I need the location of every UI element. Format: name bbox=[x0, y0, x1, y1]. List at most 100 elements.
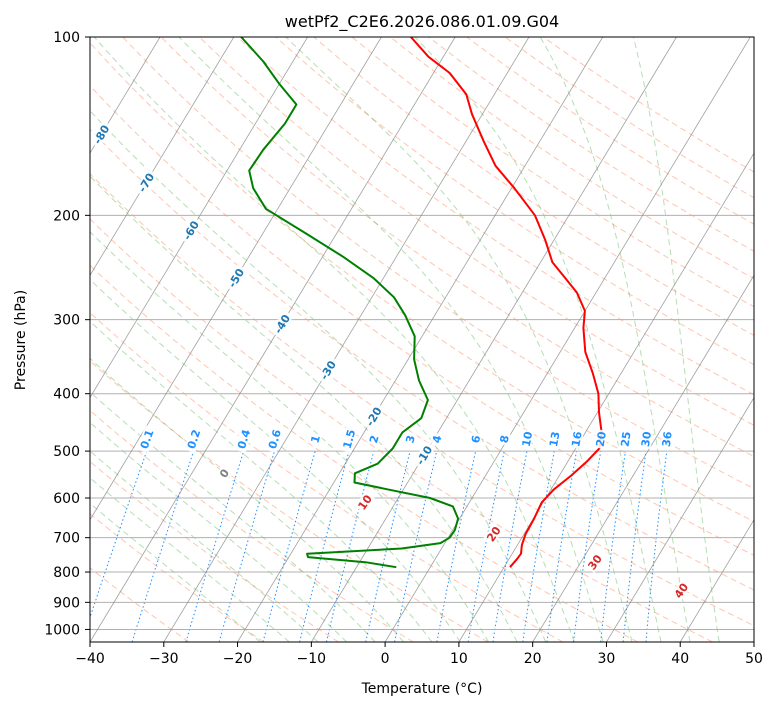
line-label: 1.5 bbox=[341, 428, 359, 450]
line-label: 6 bbox=[469, 434, 483, 445]
x-tick-label: 40 bbox=[671, 651, 689, 667]
dry-adiabat-line bbox=[389, 37, 754, 280]
x-tick-label: −40 bbox=[75, 651, 105, 667]
mixing-ratio-line bbox=[645, 451, 668, 642]
mixing-ratio-line bbox=[573, 451, 602, 642]
moist-adiabat-line bbox=[414, 37, 662, 642]
y-tick-label: 300 bbox=[53, 313, 80, 329]
y-tick-label: 700 bbox=[53, 531, 80, 547]
mixing-ratio-line bbox=[131, 450, 195, 642]
line-label: -90 bbox=[45, 76, 67, 100]
x-tick-label: 20 bbox=[524, 651, 542, 667]
line-label: 3 bbox=[403, 434, 417, 445]
dry-adiabat-line bbox=[351, 37, 754, 308]
x-tick-label: 0 bbox=[381, 651, 390, 667]
x-tick-label: 30 bbox=[598, 651, 616, 667]
x-tick-label: −20 bbox=[223, 651, 253, 667]
dry-adiabat-line bbox=[504, 37, 754, 199]
isotherms bbox=[0, 37, 754, 642]
dry-adiabat-line bbox=[542, 37, 754, 173]
isotherm-line bbox=[606, 396, 754, 642]
y-axis-label: Pressure (hPa) bbox=[13, 290, 29, 390]
x-axis-label: Temperature (°C) bbox=[361, 681, 483, 697]
line-label: 10 bbox=[520, 430, 536, 448]
moist-adiabat-line bbox=[90, 109, 547, 642]
dry-adiabat-line bbox=[90, 218, 713, 642]
plot-area: -100-90-80-70-60-50-40-30-20-100.1 0.2 0.4… bbox=[0, 32, 754, 642]
isotherm-line bbox=[90, 37, 235, 277]
x-tick-label: −10 bbox=[297, 651, 327, 667]
line-label: 36 bbox=[660, 430, 675, 447]
moist-adiabat-line bbox=[93, 37, 575, 642]
pressure-gridlines bbox=[90, 37, 754, 630]
dry-adiabat-line bbox=[90, 264, 639, 642]
mixing-ratio-line bbox=[262, 450, 316, 642]
dry-adiabat-line bbox=[160, 37, 754, 458]
mixing-ratio-line bbox=[325, 450, 375, 642]
moist-adiabat-line bbox=[90, 421, 348, 642]
y-tick-label: 600 bbox=[53, 491, 80, 507]
line-label: 0.2 bbox=[185, 428, 203, 451]
moist-adiabat-line bbox=[90, 175, 518, 642]
isotherm-line bbox=[310, 37, 677, 642]
dry-adiabat-line bbox=[90, 460, 339, 642]
y-tick-label: 1000 bbox=[44, 622, 80, 638]
moist-adiabat-line bbox=[539, 37, 691, 642]
moist-adiabat-line bbox=[285, 37, 633, 642]
line-label: 20 bbox=[594, 430, 609, 448]
dry-adiabat-line bbox=[466, 37, 754, 225]
dry-adiabat-line bbox=[198, 37, 754, 426]
isotherm-line bbox=[384, 37, 751, 642]
dry-adiabat-line bbox=[237, 37, 754, 396]
isotherm-line bbox=[163, 37, 530, 642]
line-label: 0.4 bbox=[235, 428, 253, 451]
mixing-ratio-line bbox=[185, 450, 245, 642]
isotherm-line bbox=[90, 37, 456, 642]
line-label: 4 bbox=[430, 434, 444, 445]
dry-adiabat-line bbox=[122, 37, 754, 490]
dry-adiabat-line bbox=[313, 37, 754, 336]
isotherm-line bbox=[0, 37, 13, 642]
moist-adiabat-line bbox=[90, 278, 461, 642]
mixing-ratio-line bbox=[218, 450, 275, 642]
line-label: 30 bbox=[639, 430, 654, 447]
dry-adiabats bbox=[90, 37, 754, 642]
line-label: 2 bbox=[367, 434, 382, 445]
x-axis: −40 −30 −20 −10 0 10 20 30 40 50 bbox=[75, 642, 763, 667]
x-tick-label: −30 bbox=[149, 651, 179, 667]
dry-adiabat-line bbox=[90, 42, 754, 523]
plot-frame bbox=[89, 36, 755, 643]
dry-adiabat-line bbox=[90, 173, 754, 627]
isotherm-line bbox=[90, 37, 308, 399]
dry-adiabat-line bbox=[90, 128, 754, 591]
y-tick-label: 200 bbox=[53, 208, 80, 224]
moist-adiabat-line bbox=[90, 450, 319, 642]
mixing-ratio-line bbox=[622, 451, 647, 642]
line-label: 25 bbox=[618, 431, 633, 448]
moist-adiabat-line bbox=[90, 477, 290, 642]
x-tick-label: 10 bbox=[450, 651, 468, 667]
isotherm-line bbox=[679, 519, 754, 642]
x-tick-label: 50 bbox=[745, 651, 763, 667]
moist-adiabat-line bbox=[90, 391, 376, 642]
line-label: 0.1 bbox=[138, 428, 157, 451]
y-tick-label: 900 bbox=[53, 595, 80, 611]
line-label: 8 bbox=[498, 434, 512, 444]
mixing-ratio-line bbox=[299, 450, 350, 642]
y-tick-label: 100 bbox=[53, 30, 80, 46]
profile-line bbox=[410, 37, 603, 568]
mixing-ratio-line bbox=[546, 451, 577, 642]
moist-adiabats bbox=[90, 37, 720, 642]
moist-adiabat-line bbox=[90, 320, 433, 642]
isotherm-line bbox=[753, 641, 754, 642]
y-tick-label: 500 bbox=[53, 444, 80, 460]
dry-adiabat-line bbox=[90, 567, 190, 642]
isotherm-line bbox=[237, 37, 604, 642]
isotherm-line bbox=[532, 274, 754, 642]
moist-adiabat-line bbox=[632, 37, 720, 642]
line-label: 1 bbox=[308, 434, 323, 445]
moist-adiabat-line bbox=[90, 502, 261, 642]
line-label: -100 bbox=[0, 32, 20, 63]
line-label: 13 bbox=[547, 430, 563, 447]
